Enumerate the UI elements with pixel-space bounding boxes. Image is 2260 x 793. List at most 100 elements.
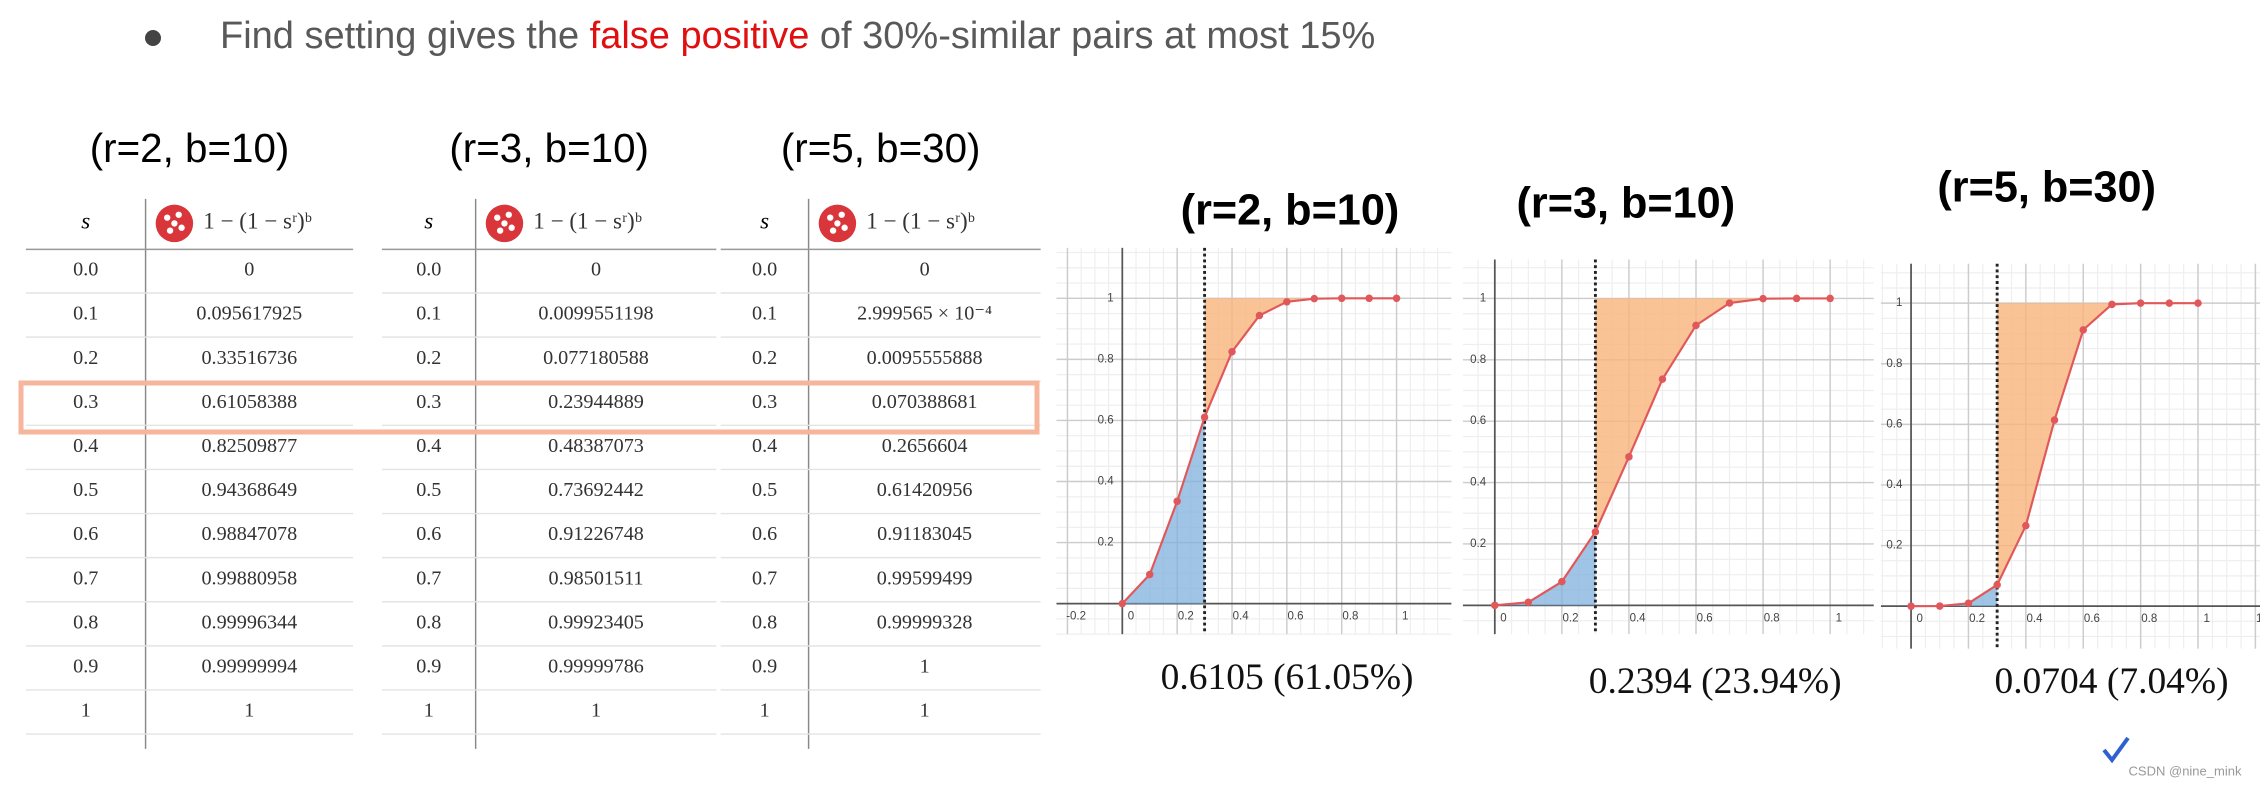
icon-dot	[838, 211, 845, 218]
data-point	[2165, 299, 2174, 307]
data-point	[1558, 577, 1566, 586]
chart: (r=3, b=10) 0 0.2 0.4 0.6 0.8 1 0.2 0.4 0.6 0.8 1 0.…	[1462, 180, 1874, 702]
table-cell: 0.070388681	[872, 391, 978, 413]
table-cell: 0.2	[752, 347, 777, 369]
x-tick-label: 0.2	[1969, 613, 1985, 625]
table-cell: 0.0095555888	[867, 347, 983, 369]
table-cell: 0.5	[416, 479, 441, 501]
table-cell: 0.0	[752, 259, 777, 281]
tables: (r=2, b=10) s 1 − (1 − sʳ)ᵇ 0.0 0 0.1 0.095617…	[25, 125, 1041, 749]
icon-dot	[171, 220, 178, 227]
table-cell: 0.5	[73, 479, 98, 501]
table-cell: 0.0099551198	[538, 303, 653, 325]
check-mark	[2102, 736, 2130, 764]
y-tick-label: 0.8	[1886, 358, 1902, 370]
data-point	[2079, 326, 2087, 334]
false-positive-area	[1595, 298, 1831, 532]
data-point	[1625, 453, 1633, 461]
x-tick-label: 0.8	[1342, 611, 1358, 623]
y-tick-label: 1	[1896, 297, 1902, 309]
table-cell: 0	[244, 259, 254, 281]
highlight-row	[18, 380, 1040, 435]
table-cell: 0.99599499	[877, 567, 973, 589]
chart: (r=5, b=30) 0 0.2 0.4 0.6 0.8 1 1.2 0.2 0.4 0.6 0.8…	[1880, 164, 2260, 702]
column-header: 1 − (1 − sʳ)ᵇ	[533, 208, 642, 234]
table-cell: 0.9	[416, 656, 441, 678]
table-cell: 2.999565 × 10⁻⁴	[857, 303, 992, 325]
y-tick-label: 0.2	[1470, 538, 1486, 550]
x-tick-label: 0.4	[1630, 612, 1647, 624]
table-cell: 0.3	[416, 391, 441, 413]
table-cell: 0.61058388	[201, 391, 297, 413]
table-cell: 1	[244, 700, 254, 722]
chart-title: (r=5, b=30)	[1937, 164, 2156, 212]
data-point	[1283, 298, 1291, 306]
table-cell: 0.095617925	[196, 303, 302, 325]
table-cell: 0.8	[416, 611, 441, 633]
data-point	[1658, 375, 1667, 383]
y-tick-label: 0.4	[1886, 479, 1903, 491]
y-tick-label: 0.4	[1470, 477, 1487, 489]
bullet-text: Find setting gives the false positive of…	[220, 15, 1375, 57]
data-point	[1907, 602, 1915, 610]
table-cell: 0.0	[416, 259, 441, 281]
table-cell: 0.73692442	[548, 479, 644, 501]
data-point	[1524, 598, 1533, 607]
data-point	[2136, 299, 2145, 307]
y-tick-label: 0.8	[1098, 353, 1114, 365]
table-cell: 0.7	[416, 567, 441, 589]
y-tick-label: 0.2	[1886, 540, 1902, 552]
table-cell: 0.99999786	[548, 656, 644, 678]
data-point	[1255, 311, 1264, 320]
y-tick-label: 0.6	[1886, 418, 1902, 430]
data-point	[1591, 528, 1600, 536]
x-tick-label: 0	[1500, 612, 1506, 624]
table-cell: 0.99923405	[548, 611, 644, 633]
x-tick-label: 1.2	[2256, 613, 2260, 625]
table-cell: 0.9	[73, 656, 98, 678]
table-cell: 0.99996344	[201, 611, 297, 633]
icon-dot	[501, 220, 508, 227]
watermark: CSDN @nine_mink	[2129, 763, 2242, 778]
table-cell: 1	[920, 656, 930, 678]
table-cell: 0.2	[73, 347, 98, 369]
table-cell: 0.5	[752, 479, 777, 501]
table-cell: 0.99880958	[201, 567, 297, 589]
table-cell: 1	[591, 700, 601, 722]
data-point	[1337, 294, 1346, 303]
chart-title: (r=3, b=10)	[1517, 180, 1736, 228]
table-cell: 0.91183045	[877, 523, 972, 545]
table-cell: 1	[81, 700, 91, 722]
bullet-before: Find setting gives the	[220, 15, 590, 57]
icon-dot	[508, 224, 515, 231]
data-point	[2108, 300, 2116, 309]
table-cell: 0.2656604	[882, 435, 968, 457]
column-header: s	[81, 208, 90, 234]
data-point	[1365, 294, 1373, 303]
x-tick-label: 0	[1128, 611, 1134, 623]
table-cell: 0.94368649	[201, 479, 297, 501]
table-cell: 0.4	[73, 435, 98, 457]
table-cell: 0.99999328	[877, 611, 973, 633]
data-point	[1228, 347, 1236, 356]
x-tick-label: 0.4	[2026, 613, 2043, 625]
icon-dot	[834, 220, 841, 227]
data-point	[1491, 601, 1499, 610]
icon-dot	[505, 211, 512, 218]
data-point	[1936, 602, 1944, 610]
table: (r=5, b=30) s 1 − (1 − sʳ)ᵇ 0.0 0 0.1 2.999565…	[720, 125, 1041, 749]
x-tick-label: 0.8	[1764, 612, 1780, 624]
false-positive-area	[1204, 298, 1397, 418]
column-header: 1 − (1 − sʳ)ᵇ	[203, 208, 312, 234]
x-tick-label: 0	[1917, 613, 1923, 625]
table-cell: 0.7	[73, 567, 98, 589]
data-point	[2022, 521, 2030, 530]
table-cell: 0.6	[416, 523, 441, 545]
bullet-highlight: false positive	[590, 15, 810, 57]
table-cell: 0.61420956	[877, 479, 973, 501]
icon-dot	[175, 211, 182, 218]
table: (r=2, b=10) s 1 − (1 − sʳ)ᵇ 0.0 0 0.1 0.095617…	[25, 125, 354, 749]
data-point	[1392, 294, 1401, 303]
